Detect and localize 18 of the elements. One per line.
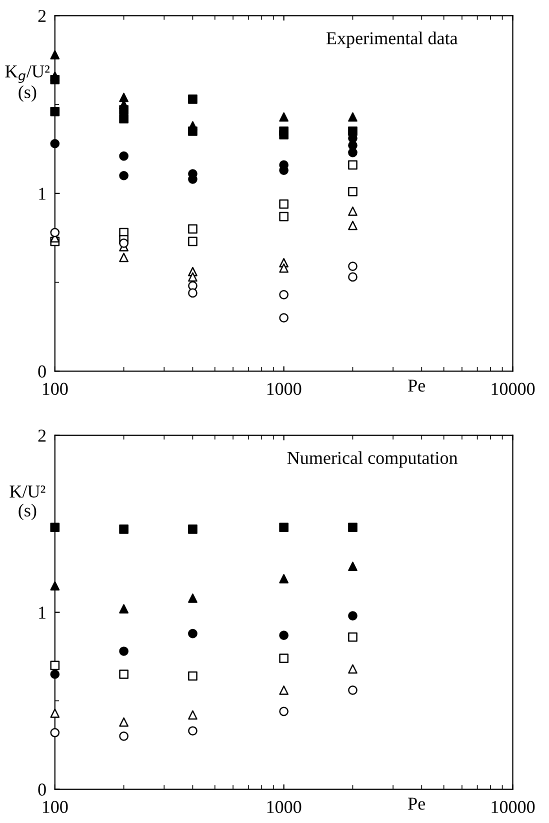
x-tick-label: 100 (42, 382, 68, 395)
y-axis-title: K$_{g}$/U² (s) (5, 65, 50, 102)
x-axis-title: Pe (408, 798, 426, 810)
text: Experimental data (326, 32, 458, 48)
y-tick-label: 2 (38, 430, 46, 442)
x-axis-title: Pe (408, 380, 426, 392)
y-tick-label: 1 (39, 188, 46, 200)
x-tick-label: 1000 (267, 382, 302, 395)
y-tick-label: 2 (38, 10, 46, 22)
x-tick-label: 100 (42, 800, 68, 814)
text: Numerical computation (287, 451, 458, 468)
y-axis-title: K/U² (s) (10, 486, 46, 520)
x-tick-label: 10000 (492, 800, 535, 814)
y-tick-label: 0 (38, 784, 46, 796)
y-tick-label: 0 (38, 365, 46, 378)
x-tick-label: 10000 (492, 382, 535, 395)
y-tick-label: 1 (39, 606, 46, 619)
x-tick-label: 1000 (267, 800, 302, 814)
